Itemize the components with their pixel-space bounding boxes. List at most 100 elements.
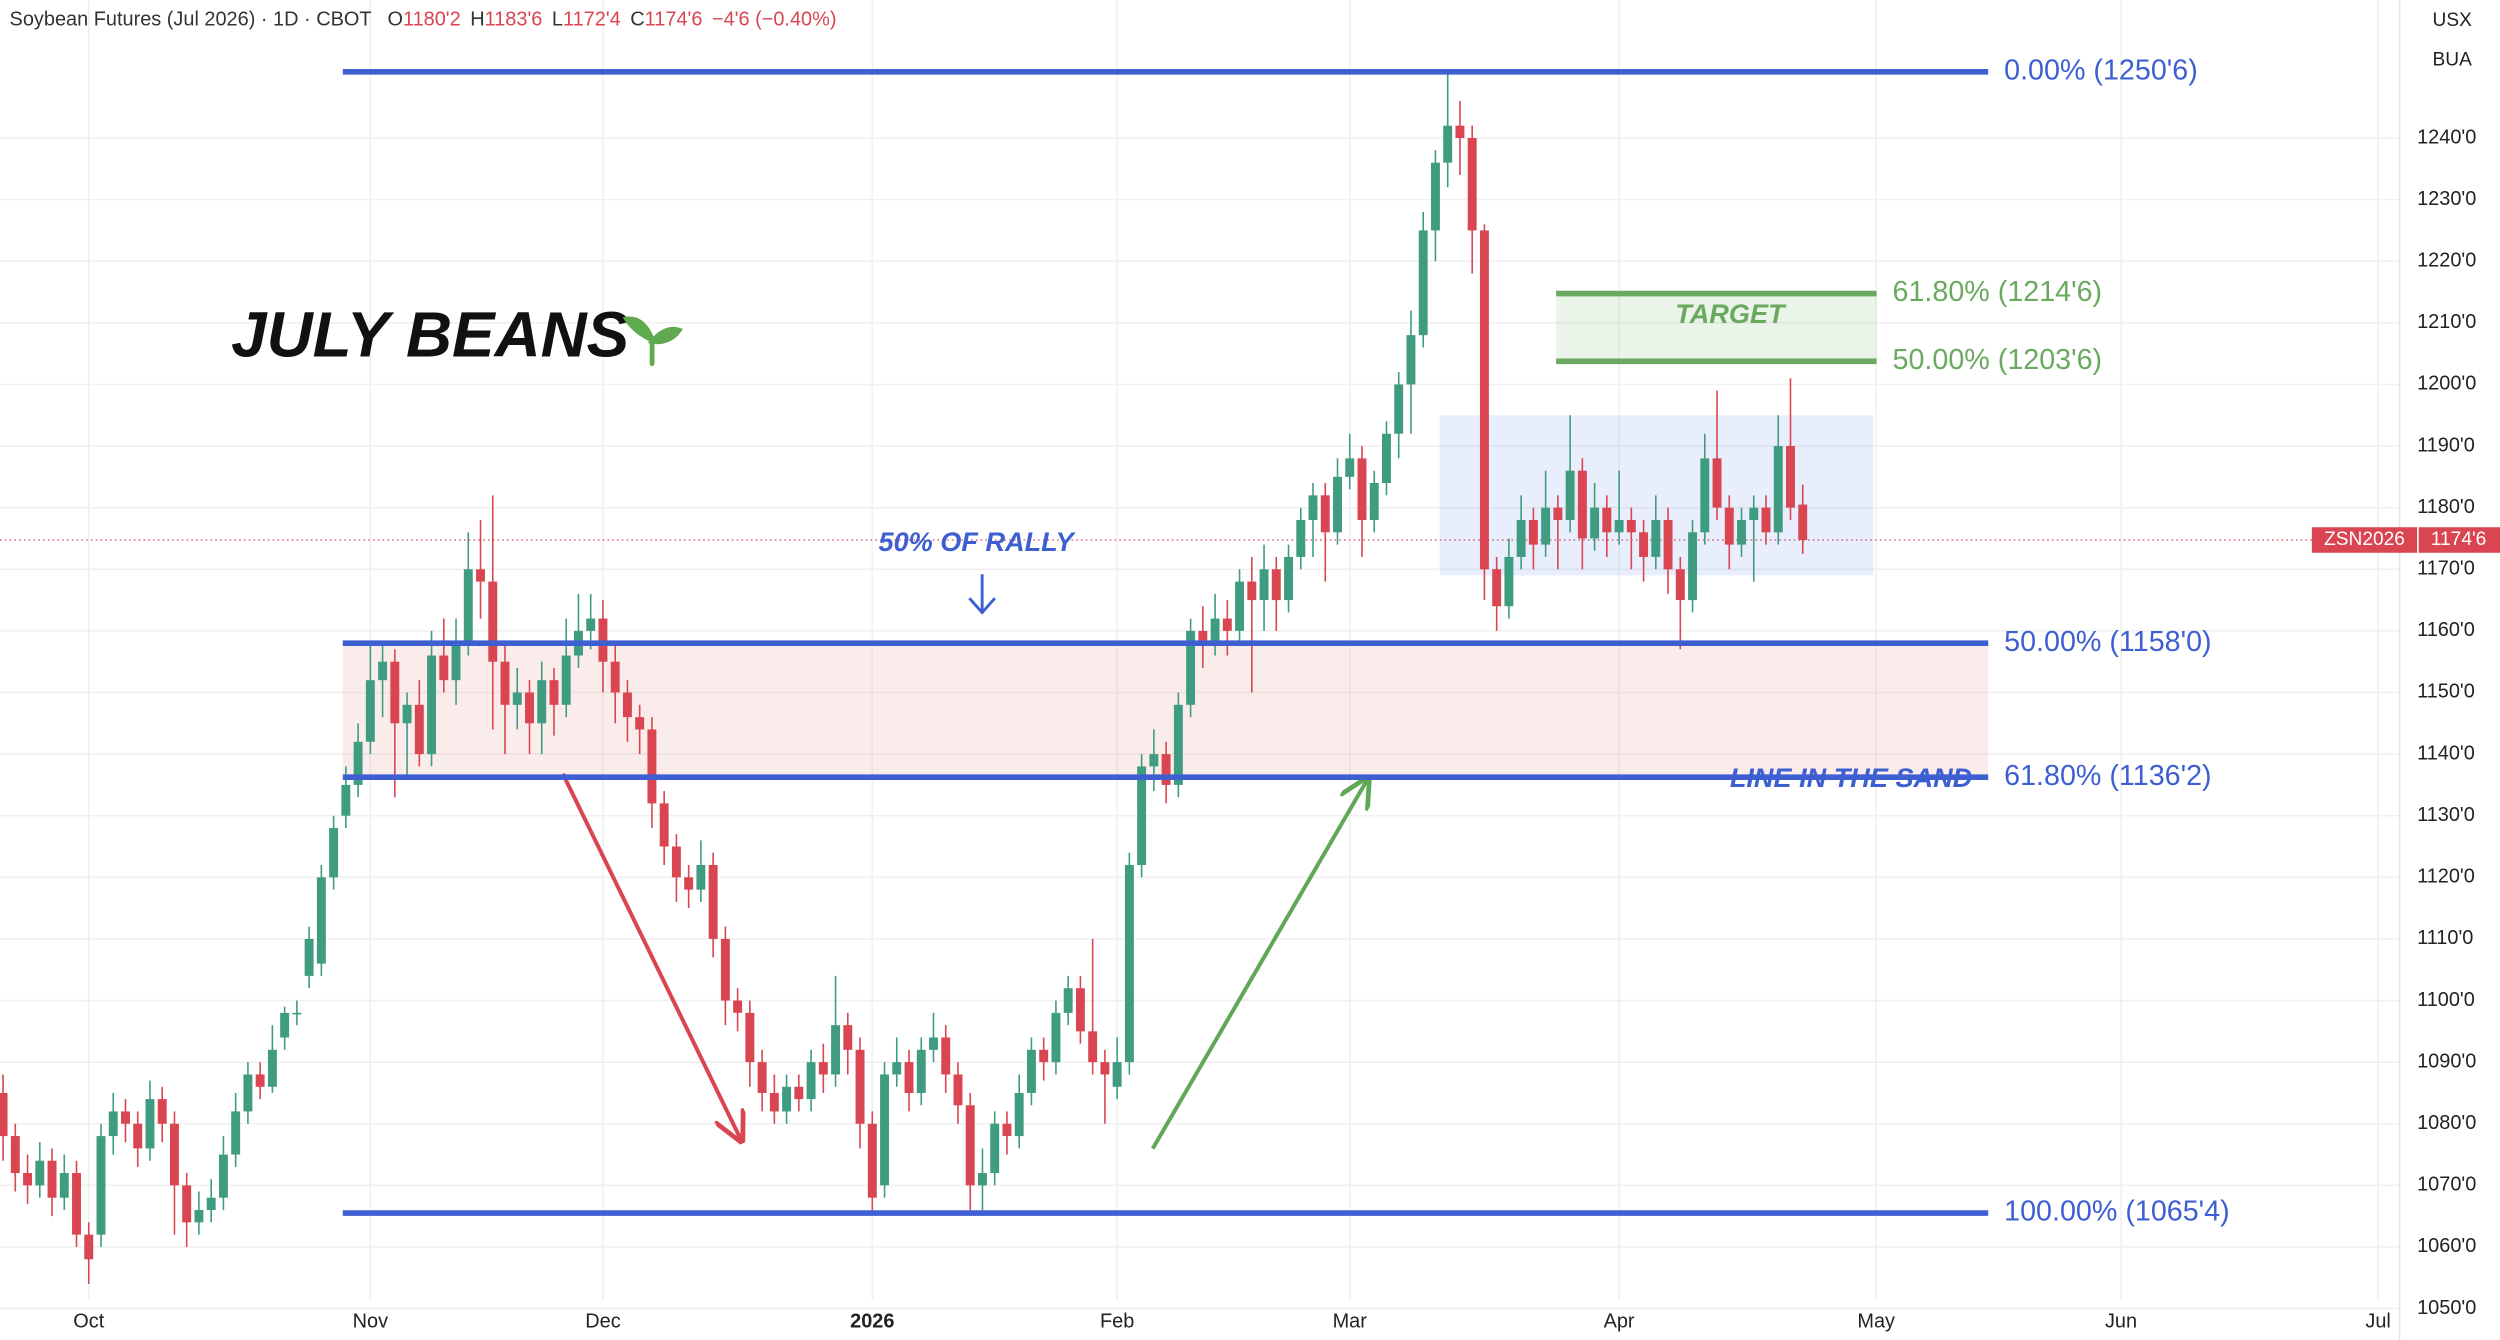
x-tick-label: Nov [353, 1311, 388, 1333]
y-tick-label: 1240'0 [2417, 126, 2476, 148]
candle-body [1639, 532, 1649, 557]
y-tick-label: 1110'0 [2417, 927, 2473, 949]
ohlc-value: 1174'6 [645, 9, 703, 31]
candle-body [1418, 230, 1428, 336]
candle-body [84, 1234, 94, 1260]
fib-label: 100.00% (1065'4) [2004, 1196, 2230, 1228]
candle-body [365, 680, 375, 742]
candle-body [1406, 335, 1416, 385]
candle-body [1002, 1123, 1012, 1137]
sprout-icon [622, 316, 683, 367]
candle-body [1210, 618, 1220, 644]
candle-body [1124, 864, 1134, 1063]
ohlc-key: L [552, 9, 563, 31]
candle-body [243, 1074, 253, 1112]
y-tick-label: 1120'0 [2417, 866, 2475, 888]
candle-body [916, 1049, 926, 1093]
candle-body [96, 1136, 106, 1235]
y-tick-label: 1140'0 [2417, 742, 2475, 764]
candle-body [1259, 569, 1269, 601]
fib-label: 0.00% (1250'6) [2004, 54, 2198, 86]
candle-body [929, 1037, 938, 1050]
candle-body [1186, 630, 1196, 705]
ohlc-value: 1183'6 [485, 9, 543, 31]
annotation: 50% OF RALLY [879, 526, 1077, 557]
up-arrow [1151, 778, 1368, 1150]
candle-body [586, 618, 596, 631]
candle-body [145, 1099, 155, 1149]
candle-body [427, 655, 437, 755]
candle-body [1614, 519, 1624, 533]
fib-label: 61.80% (1136'2) [2004, 760, 2211, 792]
y-tick-label: 1050'0 [2417, 1297, 2476, 1319]
candle-body [1394, 384, 1404, 434]
candle-body [1149, 754, 1159, 767]
candle-body [1602, 507, 1612, 533]
candle-body [769, 1092, 779, 1112]
candle-body [1467, 138, 1477, 231]
candle-body [1443, 125, 1453, 163]
candle-body [390, 661, 400, 724]
candle-body [1724, 507, 1734, 545]
candle-body [733, 1000, 743, 1013]
candle-body [1382, 433, 1391, 484]
candle-body [1786, 446, 1795, 508]
y-tick-label: 1220'0 [2417, 249, 2476, 271]
candle-body [1235, 581, 1245, 631]
y-tick-label: 1090'0 [2417, 1050, 2476, 1072]
candle-body [1675, 569, 1685, 601]
down-arrow [561, 772, 742, 1141]
candle-body [1455, 125, 1465, 139]
candle-body [316, 877, 326, 964]
y-tick-label: 1230'0 [2417, 188, 2476, 210]
candle-body [1173, 704, 1183, 785]
candle-body [329, 828, 339, 878]
candle-body [1222, 618, 1232, 631]
candle-body [488, 581, 498, 662]
candle-body [525, 692, 534, 724]
candle-body [745, 1012, 755, 1063]
candle-body [1345, 458, 1355, 477]
candle-body [1320, 495, 1330, 533]
candle-body [610, 661, 620, 693]
candle-body [1369, 483, 1379, 520]
axis-unit: BUA [2433, 50, 2473, 71]
candle-body [684, 877, 694, 890]
candle-body [1284, 556, 1293, 601]
y-tick-label: 1200'0 [2417, 373, 2476, 395]
price-tag [2418, 527, 2500, 553]
candle-body [1112, 1062, 1122, 1087]
candle-body [194, 1210, 204, 1223]
candle-body [818, 1062, 828, 1075]
candle-body [451, 643, 461, 681]
candle-body [855, 1049, 865, 1124]
candle-body [1333, 476, 1342, 533]
candle-body [341, 784, 351, 816]
candle-body [1161, 754, 1171, 785]
candle-body [1761, 507, 1771, 533]
y-tick-label: 1180'0 [2417, 496, 2475, 518]
candle-body [1541, 507, 1551, 545]
candle-body [549, 680, 559, 705]
target-zone [1556, 293, 1877, 362]
candle-body [1247, 581, 1257, 601]
x-tick-label: Feb [1100, 1311, 1134, 1333]
candle-body [280, 1012, 290, 1038]
candle-body [255, 1074, 265, 1087]
x-tick-label: Jul [2365, 1311, 2390, 1333]
candle-body [1026, 1049, 1036, 1093]
candle-body [1798, 504, 1808, 541]
candle-body [1590, 507, 1600, 539]
candle-body [561, 655, 571, 705]
x-tick-label: Apr [1604, 1311, 1635, 1333]
chart-title: JULY BEANS [231, 299, 629, 371]
symbol-label: ZSN2026 [2324, 529, 2405, 550]
symbol-name: Soybean Futures (Jul 2026) · 1D · CBOT [10, 9, 372, 31]
price-label: 1174'6 [2431, 529, 2486, 550]
x-tick-label: Jun [2105, 1311, 2137, 1333]
candle-body [1663, 519, 1673, 570]
candle-body [218, 1154, 228, 1198]
candle-body [1492, 569, 1502, 607]
